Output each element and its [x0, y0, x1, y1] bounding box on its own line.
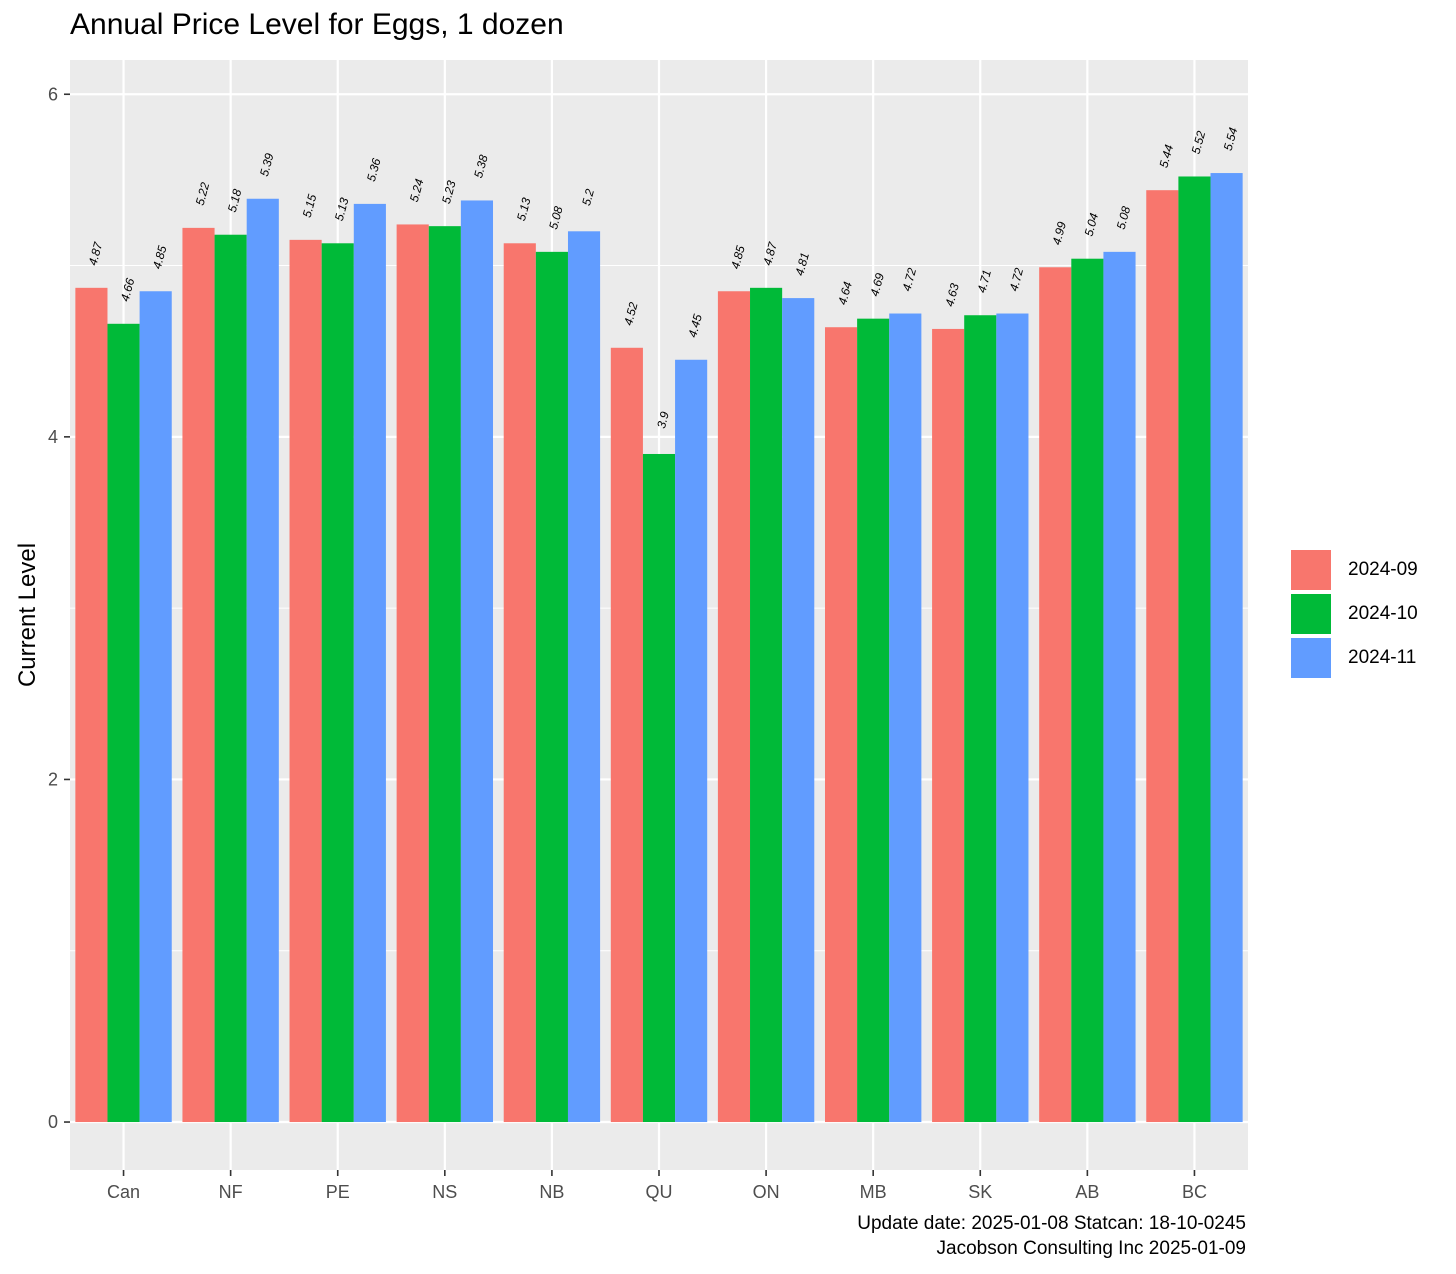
bar-2024-11-BC [1210, 173, 1243, 1123]
data-label: 5.24 [407, 177, 427, 203]
bar-2024-09-AB [1039, 267, 1072, 1123]
data-label: 5.44 [1157, 143, 1177, 169]
bar-2024-10-NS [428, 226, 461, 1123]
bar-2024-10-MB [857, 318, 890, 1123]
x-tick-label: ON [753, 1182, 780, 1202]
data-label: 5.22 [193, 180, 213, 206]
y-tick-label: 4 [48, 427, 58, 447]
x-tick-label: BC [1182, 1182, 1207, 1202]
x-tick-label: NB [539, 1182, 564, 1202]
x-tick-label: AB [1075, 1182, 1099, 1202]
bar-2024-11-Can [139, 291, 172, 1123]
bar-2024-10-SK [964, 315, 997, 1123]
bar-2024-09-QU [610, 347, 643, 1123]
bar-2024-11-QU [675, 359, 708, 1123]
data-label: 4.45 [685, 312, 705, 338]
data-label: 5.08 [1114, 204, 1134, 230]
bar-2024-09-ON [717, 291, 751, 1123]
data-label: 4.72 [900, 266, 920, 292]
bar-2024-09-SK [932, 328, 965, 1123]
x-tick-label: NS [432, 1182, 457, 1202]
legend-label: 2024-09 [1348, 559, 1418, 580]
data-label: 5.04 [1082, 211, 1102, 237]
y-tick-label: 0 [48, 1112, 58, 1132]
data-label: 5.36 [364, 156, 384, 182]
data-label: 4.69 [867, 271, 887, 297]
legend-item: 2024-10 [1290, 592, 1418, 636]
bar-2024-11-SK [996, 313, 1029, 1123]
data-label: 4.81 [792, 251, 812, 277]
legend-key-2024-11 [1290, 637, 1332, 679]
bar-2024-10-NF [214, 234, 247, 1123]
data-label: 4.72 [1007, 266, 1027, 292]
bar-2024-09-Can [75, 287, 108, 1123]
bar-2024-11-MB [889, 313, 922, 1123]
bar-2024-10-Can [107, 323, 140, 1123]
bar-2024-09-NS [396, 224, 429, 1123]
y-tick-label: 2 [48, 769, 58, 789]
bar-2024-10-AB [1071, 258, 1104, 1123]
legend-label: 2024-11 [1348, 647, 1417, 668]
data-label: 5.38 [471, 153, 491, 179]
x-tick-label: MB [860, 1182, 887, 1202]
data-label: 4.87 [86, 239, 106, 266]
data-label: 5.15 [300, 192, 320, 218]
bar-2024-11-NS [460, 200, 494, 1123]
caption-credit: Jacobson Consulting Inc 2025-01-09 [936, 1238, 1246, 1259]
data-label: 4.87 [760, 239, 780, 266]
bar-2024-09-NF [182, 227, 215, 1123]
x-tick-label: SK [968, 1182, 992, 1202]
bar-2024-11-NB [567, 231, 601, 1123]
data-label: 5.08 [546, 204, 566, 230]
bar-2024-10-QU [642, 453, 676, 1123]
bar-2024-09-NB [503, 243, 536, 1123]
legend: 2024-09 2024-10 2024-11 [1290, 548, 1418, 680]
data-label: 5.54 [1221, 126, 1241, 152]
data-label: 5.52 [1189, 129, 1209, 155]
bar-2024-09-BC [1146, 190, 1179, 1123]
data-label: 4.71 [974, 268, 994, 294]
data-label: 5.18 [225, 187, 245, 213]
data-label: 4.99 [1049, 220, 1069, 246]
data-label: 4.64 [835, 280, 855, 306]
data-label: 5.23 [439, 179, 459, 205]
bar-2024-11-ON [782, 298, 815, 1123]
bar-2024-09-MB [824, 327, 858, 1123]
x-tick-label: Can [107, 1182, 140, 1202]
legend-label: 2024-10 [1348, 603, 1418, 624]
data-label: 5.13 [332, 196, 352, 222]
data-label: 5.13 [514, 196, 534, 222]
bar-2024-10-PE [321, 243, 354, 1123]
y-tick-label: 6 [48, 84, 58, 104]
chart-title: Annual Price Level for Eggs, 1 dozen [70, 8, 564, 41]
data-label: 4.66 [118, 276, 138, 302]
data-label: 4.85 [150, 244, 170, 270]
legend-key-2024-09 [1290, 549, 1332, 591]
data-label: 4.85 [728, 244, 748, 270]
bar-2024-09-PE [289, 239, 322, 1123]
data-label: 4.52 [621, 300, 641, 326]
bar-2024-11-NF [246, 198, 279, 1123]
bar-2024-10-BC [1178, 176, 1211, 1123]
caption-update-date: Update date: 2025-01-08 Statcan: 18-10-0… [857, 1213, 1246, 1234]
bar-2024-10-NB [535, 251, 568, 1123]
data-label: 4.63 [942, 282, 962, 308]
legend-item: 2024-09 [1290, 548, 1418, 592]
bar-2024-11-PE [353, 203, 386, 1123]
legend-key-2024-10 [1290, 593, 1332, 635]
bar-2024-10-ON [750, 287, 783, 1123]
x-tick-label: NF [219, 1182, 243, 1202]
data-label: 5.2 [579, 187, 597, 207]
data-label: 5.39 [257, 151, 277, 177]
bar-2024-11-AB [1103, 251, 1136, 1123]
x-tick-label: QU [646, 1182, 673, 1202]
legend-item: 2024-11 [1290, 636, 1418, 680]
x-tick-label: PE [326, 1182, 350, 1202]
data-label: 3.9 [654, 410, 672, 430]
